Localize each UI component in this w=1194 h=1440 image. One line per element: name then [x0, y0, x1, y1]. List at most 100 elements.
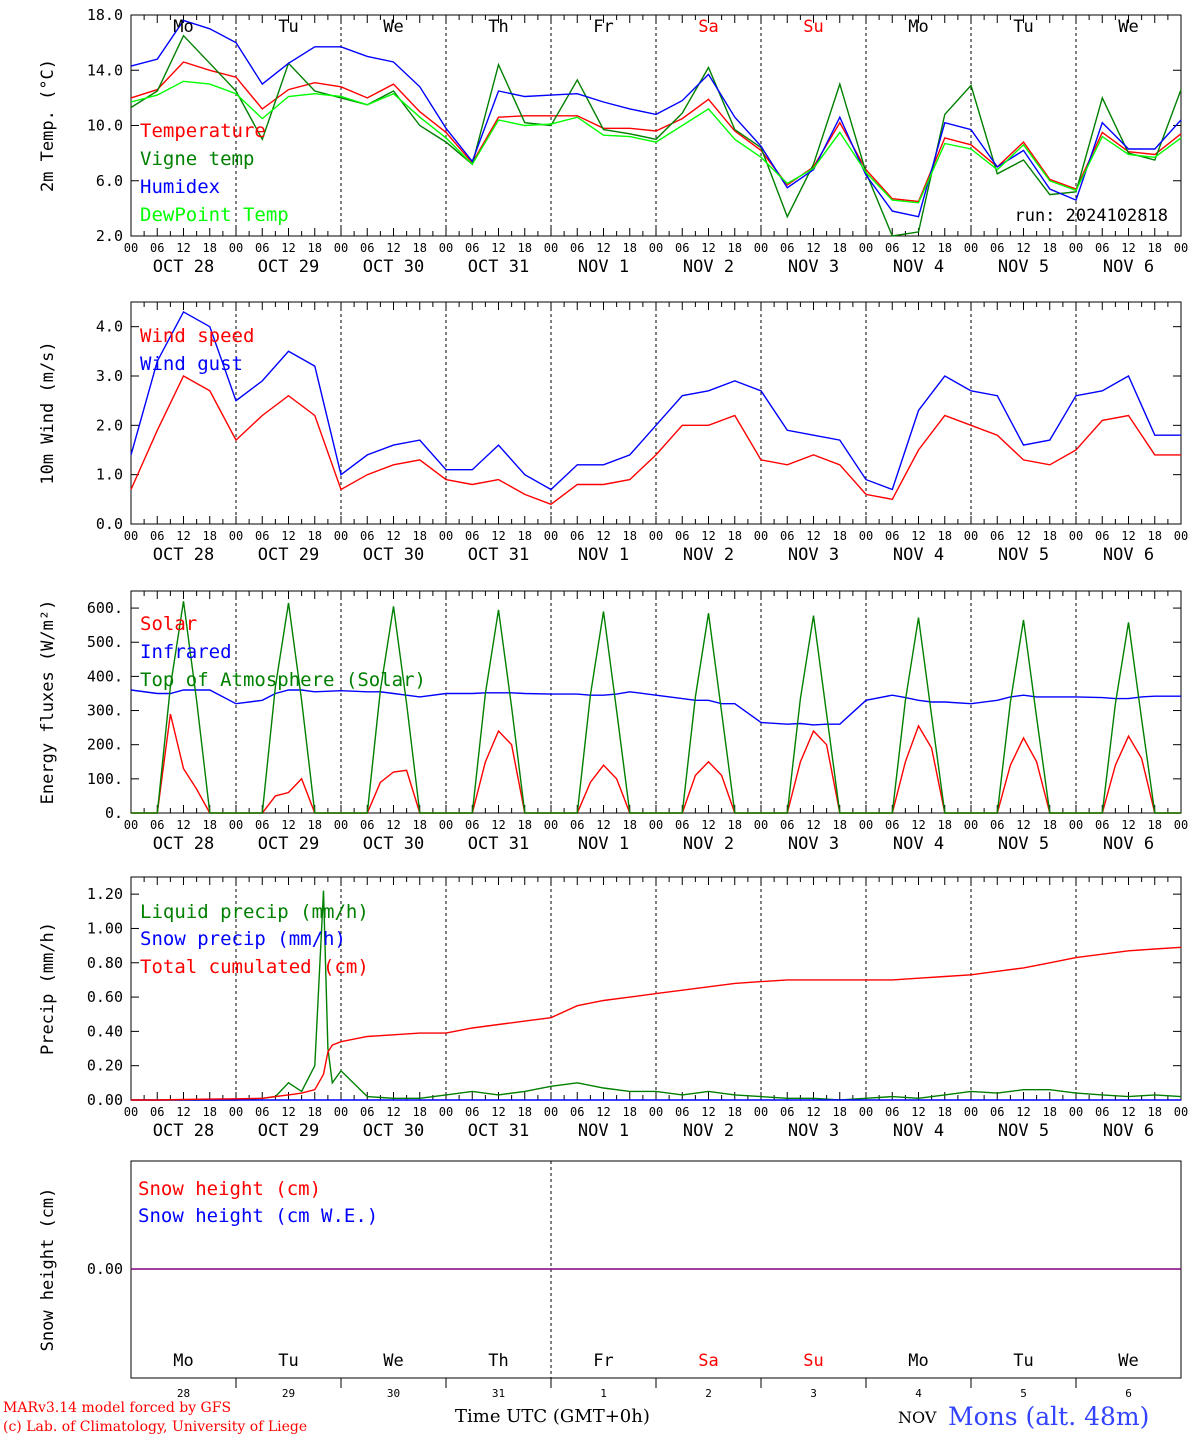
hour-tick-label: 00 [544, 241, 558, 255]
hour-tick-label: 06 [465, 241, 479, 255]
hour-tick-label: 18 [1043, 241, 1057, 255]
date-label: OCT 30 [363, 257, 424, 277]
hour-tick-label: 06 [675, 529, 689, 543]
day-of-week-label: Tu [1013, 17, 1033, 37]
hour-tick-label: 00 [544, 1105, 558, 1119]
legend-entry: Top of Atmosphere (Solar) [140, 669, 426, 691]
hour-tick-label: 00 [229, 529, 243, 543]
y-tick-label: 500. [87, 633, 123, 651]
model-credit: MARv3.14 model forced by GFS [3, 1400, 232, 1416]
date-label: OCT 28 [153, 545, 214, 565]
date-label: NOV 2 [683, 545, 734, 565]
y-tick-label: 100. [87, 770, 123, 788]
hour-tick-label: 06 [990, 1105, 1004, 1119]
date-label: NOV 1 [578, 1121, 629, 1141]
hour-tick-label: 06 [150, 818, 164, 832]
month-label: NOV [898, 1408, 937, 1427]
hour-tick-label: 12 [596, 818, 610, 832]
hour-tick-label: 00 [859, 241, 873, 255]
series-line [130, 61, 1182, 203]
date-label: NOV 6 [1103, 257, 1154, 277]
hour-tick-label: 12 [386, 241, 400, 255]
hour-tick-label: 18 [728, 818, 742, 832]
date-number-label: 3 [810, 1387, 817, 1400]
hour-tick-label: 18 [1148, 529, 1162, 543]
hour-tick-label: 00 [229, 818, 243, 832]
y-tick-label: 0.60 [87, 988, 123, 1006]
hour-tick-label: 00 [124, 1105, 138, 1119]
date-label: NOV 6 [1103, 1121, 1154, 1141]
legend-entry: Snow precip (mm/h) [140, 928, 346, 950]
y-tick-label: 10.0 [87, 117, 123, 135]
hour-tick-label: 06 [150, 241, 164, 255]
y-tick-label: 18.0 [87, 6, 123, 24]
y-tick-label: 0. [105, 804, 123, 822]
date-number-label: 5 [1020, 1387, 1027, 1400]
hour-tick-label: 12 [911, 818, 925, 832]
y-axis-label: Snow height (cm) [38, 1188, 58, 1352]
hour-tick-label: 12 [386, 529, 400, 543]
hour-tick-label: 12 [701, 241, 715, 255]
hour-tick-label: 12 [911, 1105, 925, 1119]
hour-tick-label: 12 [806, 818, 820, 832]
hour-tick-label: 06 [465, 1105, 479, 1119]
hour-tick-label: 00 [649, 529, 663, 543]
hour-tick-label: 18 [938, 818, 952, 832]
hour-tick-label: 00 [124, 529, 138, 543]
hour-tick-label: 12 [596, 529, 610, 543]
day-of-week-label: Mo [173, 17, 193, 37]
day-of-week-label: Th [488, 17, 508, 37]
date-number-label: 1 [600, 1387, 607, 1400]
hour-tick-label: 06 [780, 241, 794, 255]
hour-tick-label: 06 [1095, 818, 1109, 832]
hour-tick-label: 00 [754, 818, 768, 832]
date-label: NOV 6 [1103, 834, 1154, 854]
date-label: NOV 3 [788, 257, 839, 277]
date-number-label: 31 [492, 1387, 505, 1400]
series-line [130, 375, 1181, 506]
hour-tick-label: 00 [754, 241, 768, 255]
legend-entry: Humidex [140, 176, 220, 198]
hour-tick-label: 12 [281, 818, 295, 832]
hour-tick-label: 06 [255, 818, 269, 832]
series-line [130, 310, 1181, 491]
date-label: NOV 3 [788, 545, 839, 565]
hour-tick-label: 12 [281, 529, 295, 543]
hour-tick-label: 12 [491, 818, 505, 832]
hour-tick-label: 18 [623, 241, 637, 255]
hour-tick-label: 18 [308, 529, 322, 543]
hour-tick-label: 06 [360, 241, 374, 255]
hour-tick-label: 12 [1121, 241, 1135, 255]
hour-tick-label: 18 [623, 1105, 637, 1119]
hour-tick-label: 06 [570, 818, 584, 832]
hour-tick-label: 06 [675, 1105, 689, 1119]
hour-tick-label: 06 [360, 529, 374, 543]
legend-entry: Liquid precip (mm/h) [140, 901, 369, 923]
hour-tick-label: 00 [859, 1105, 873, 1119]
hour-tick-label: 12 [806, 1105, 820, 1119]
hour-tick-label: 12 [701, 529, 715, 543]
hour-tick-label: 00 [754, 529, 768, 543]
hour-tick-label: 12 [1121, 818, 1135, 832]
date-number-label: 6 [1125, 1387, 1132, 1400]
hour-tick-label: 18 [203, 818, 217, 832]
day-of-week-label: Mo [908, 1351, 928, 1371]
legend-entry: Infrared [140, 641, 232, 663]
hour-tick-label: 18 [518, 529, 532, 543]
hour-tick-label: 18 [938, 241, 952, 255]
legend-entry: DewPoint Temp [140, 204, 289, 226]
day-of-week-label: Tu [278, 1351, 298, 1371]
hour-tick-label: 18 [413, 1105, 427, 1119]
hour-tick-label: 12 [281, 1105, 295, 1119]
hour-tick-label: 00 [1174, 1105, 1188, 1119]
legend-entry: Vigne temp [140, 148, 254, 170]
hour-tick-label: 06 [465, 529, 479, 543]
hour-tick-label: 18 [203, 529, 217, 543]
hour-tick-label: 06 [885, 529, 899, 543]
hour-tick-label: 18 [1148, 1105, 1162, 1119]
hour-tick-label: 06 [570, 529, 584, 543]
hour-tick-label: 00 [649, 241, 663, 255]
legend-entry: Solar [140, 613, 197, 635]
hour-tick-label: 06 [675, 818, 689, 832]
date-label: OCT 29 [258, 834, 319, 854]
